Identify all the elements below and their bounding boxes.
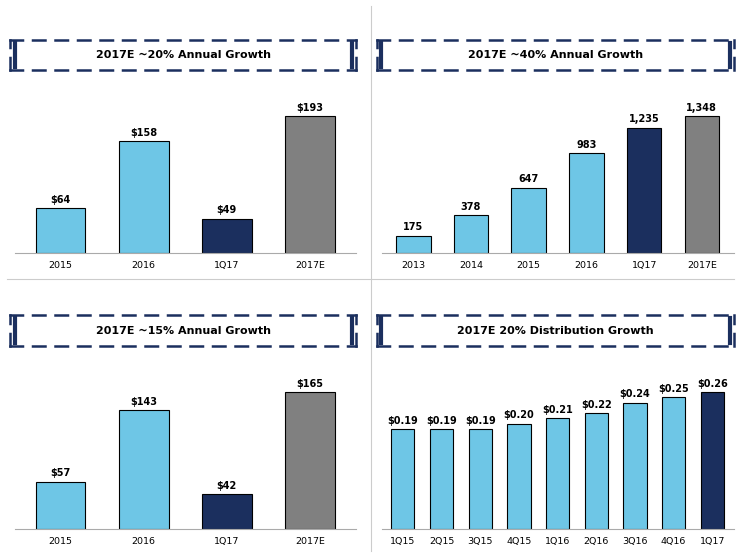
Bar — [468, 429, 492, 529]
Text: $0.19: $0.19 — [465, 416, 496, 426]
Bar — [627, 128, 662, 253]
Bar — [396, 236, 431, 253]
Text: $49: $49 — [216, 205, 237, 215]
Text: 2017E ~40% Annual Growth: 2017E ~40% Annual Growth — [468, 50, 643, 60]
Text: 175: 175 — [403, 222, 423, 232]
Bar — [546, 418, 569, 529]
Bar — [285, 392, 335, 529]
Bar — [585, 413, 608, 529]
Bar — [508, 424, 531, 529]
Text: 2017E 20% Distribution Growth: 2017E 20% Distribution Growth — [457, 326, 654, 335]
Text: 1,235: 1,235 — [629, 114, 659, 124]
Text: Distributable Cash Flow$^{(1)}$ ($MM): Distributable Cash Flow$^{(1)}$ ($MM) — [41, 292, 326, 305]
Bar — [623, 403, 647, 529]
Text: Cash Distributions ($/Unit): Cash Distributions ($/Unit) — [460, 292, 651, 305]
Bar — [430, 429, 453, 529]
Bar — [701, 392, 724, 529]
Bar — [202, 494, 252, 529]
Bar — [391, 429, 414, 529]
Text: $0.22: $0.22 — [581, 400, 611, 410]
Text: 2017E ~20% Annual Growth: 2017E ~20% Annual Growth — [96, 50, 271, 60]
Text: $158: $158 — [130, 128, 157, 138]
Text: $0.25: $0.25 — [658, 384, 689, 394]
Text: $0.24: $0.24 — [619, 389, 651, 399]
Text: $165: $165 — [296, 379, 324, 389]
Bar — [511, 188, 546, 253]
Bar — [662, 397, 685, 529]
Text: $57: $57 — [50, 468, 70, 478]
Bar — [285, 116, 335, 253]
Text: $64: $64 — [50, 194, 70, 204]
Bar — [453, 215, 488, 253]
Text: 647: 647 — [519, 174, 539, 184]
Text: $0.26: $0.26 — [697, 379, 728, 389]
Text: Adjusted EBITDA$^{(1)}$ ($MM): Adjusted EBITDA$^{(1)}$ ($MM) — [64, 16, 302, 30]
Text: $0.21: $0.21 — [542, 405, 573, 415]
Text: 378: 378 — [461, 202, 481, 212]
Text: $143: $143 — [130, 397, 157, 407]
Bar — [685, 116, 720, 253]
Text: $0.19: $0.19 — [426, 416, 457, 426]
Bar — [119, 411, 169, 529]
Bar — [119, 141, 169, 253]
Text: Throughput (Mdth/D): Throughput (Mdth/D) — [479, 16, 632, 30]
Bar — [36, 208, 85, 253]
Text: 1,348: 1,348 — [686, 103, 717, 113]
Bar — [36, 482, 85, 529]
Bar — [202, 219, 252, 253]
Text: $193: $193 — [296, 103, 324, 113]
Text: $0.20: $0.20 — [504, 411, 534, 420]
Text: $0.19: $0.19 — [388, 416, 418, 426]
Text: 983: 983 — [576, 140, 597, 150]
Text: 2017E ~15% Annual Growth: 2017E ~15% Annual Growth — [96, 326, 271, 335]
Bar — [569, 153, 604, 253]
Text: $42: $42 — [216, 481, 237, 491]
